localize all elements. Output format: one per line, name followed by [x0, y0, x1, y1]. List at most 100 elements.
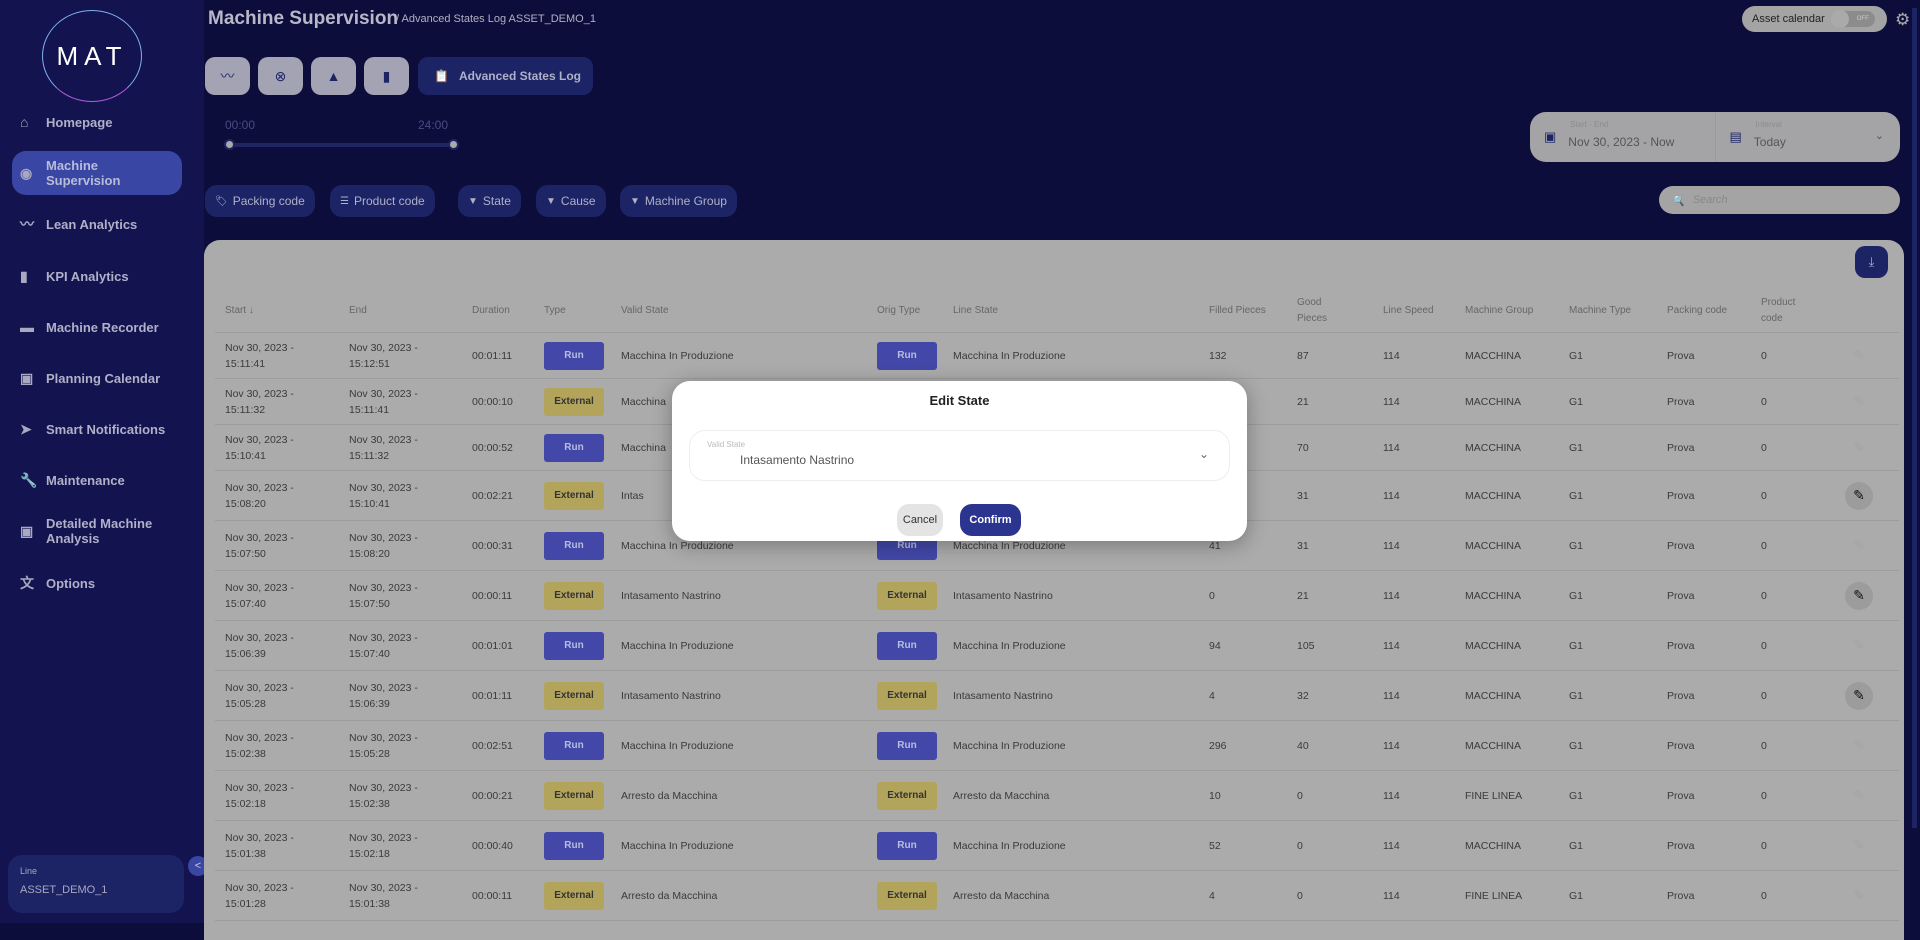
edit-row-button[interactable]: ✎: [1845, 532, 1873, 560]
table-cell: 0: [1761, 789, 1767, 802]
state-type-badge: Run: [544, 531, 604, 560]
alarms-view-button[interactable]: ▲: [311, 57, 356, 95]
state-type-badge: Run: [877, 831, 937, 860]
table-cell: G1: [1569, 589, 1584, 602]
table-cell: 00:00:11: [472, 889, 513, 902]
download-button[interactable]: ⤓: [1855, 246, 1888, 278]
table-cell: 114: [1383, 441, 1400, 454]
time-slider-track[interactable]: [230, 143, 454, 147]
filter-chip-packing-code[interactable]: 🏷 Packing code: [205, 185, 315, 217]
state-type-badge: External: [877, 781, 937, 810]
table-cell: 0: [1761, 349, 1767, 362]
sidebar-item-maintenance[interactable]: 🔧 Maintenance: [12, 469, 182, 491]
asset-calendar-label: Asset calendar: [1752, 13, 1825, 25]
search-input[interactable]: 🔍 Search: [1659, 186, 1900, 214]
filter-chip-product-code[interactable]: ☰ Product code: [330, 185, 435, 217]
column-header[interactable]: Start ↓: [225, 305, 254, 316]
confirm-button[interactable]: Confirm: [960, 504, 1021, 536]
sidebar-item-homepage[interactable]: ⌂ Homepage: [12, 111, 182, 133]
valid-state-select[interactable]: Valid State Intasamento Nastrino ⌄: [689, 430, 1230, 481]
calendar-icon: ▣: [20, 369, 34, 386]
gear-icon[interactable]: ⚙: [1895, 10, 1911, 29]
table-row: Nov 30, 2023 - 15:02:38 Nov 30, 2023 - 15…: [215, 721, 1899, 771]
date-picker[interactable]: ▣ Start - End Nov 30, 2023 - Now ▤ Inter…: [1530, 112, 1900, 162]
edit-row-button[interactable]: ✎: [1845, 388, 1873, 416]
sidebar-item-smart-notifications[interactable]: ➤ Smart Notifications: [12, 418, 182, 440]
chevron-left-icon: <: [194, 860, 202, 872]
pencil-icon: ✎: [1853, 587, 1865, 603]
slider-start-handle[interactable]: [224, 139, 235, 150]
sidebar: MAT ⌂ Homepage ◉ Machine Supervision 〰 Lean A…: [0, 0, 204, 923]
filter-label: Product code: [353, 194, 425, 208]
table-cell: 0: [1209, 589, 1215, 602]
filter-chip-cause[interactable]: ▼ Cause: [536, 185, 606, 217]
edit-row-button[interactable]: ✎: [1845, 832, 1873, 860]
interval-select[interactable]: ▤ Interval Today ⌄: [1714, 112, 1901, 162]
table-cell: 0: [1297, 839, 1303, 852]
line-selector[interactable]: Line ASSET_DEMO_1: [8, 855, 184, 913]
pencil-icon: ✎: [1853, 393, 1865, 409]
table-cell: 0: [1761, 839, 1767, 852]
table-cell: G1: [1569, 839, 1584, 852]
table-cell: Macchina In Produzione: [621, 539, 734, 552]
download-icon: ⤓: [1868, 254, 1875, 269]
edit-row-button[interactable]: ✎: [1845, 681, 1873, 710]
edit-row-button[interactable]: ✎: [1845, 481, 1873, 510]
pencil-icon: ✎: [1853, 887, 1865, 903]
stats-view-button[interactable]: ▮: [364, 57, 409, 95]
edit-row-button[interactable]: ✎: [1845, 581, 1873, 610]
filter-icon: ▼: [630, 195, 640, 207]
column-header: End: [349, 305, 367, 316]
table-cell: Macchina In Produzione: [953, 639, 1066, 652]
edit-row-button[interactable]: ✎: [1845, 782, 1873, 810]
table-cell: Macchina In Produzione: [621, 639, 734, 652]
sidebar-item-label: Lean Analytics: [46, 216, 138, 232]
table-cell: 0: [1761, 889, 1767, 902]
sidebar-item-detailed-machine-analysis[interactable]: ▣ Detailed Machine Analysis: [12, 516, 182, 546]
sidebar-item-lean-analytics[interactable]: 〰 Lean Analytics: [12, 213, 182, 235]
table-cell: Nov 30, 2023 - 15:02:18: [225, 781, 294, 810]
filter-label: Cause: [560, 194, 596, 208]
sidebar-item-kpi-analytics[interactable]: ▮ KPI Analytics: [12, 265, 182, 287]
state-type-badge: External: [544, 481, 604, 510]
table-cell: 0: [1761, 739, 1767, 752]
table-cell: Nov 30, 2023 - 15:05:28: [225, 681, 294, 710]
stops-view-button[interactable]: ⊗: [258, 57, 303, 95]
sidebar-item-planning-calendar[interactable]: ▣ Planning Calendar: [12, 367, 182, 389]
edit-row-button[interactable]: ✎: [1845, 434, 1873, 462]
table-cell: G1: [1569, 349, 1584, 362]
toggle-switch[interactable]: OFF: [1830, 10, 1875, 28]
edit-row-button[interactable]: ✎: [1845, 732, 1873, 760]
date-range-field[interactable]: ▣ Start - End Nov 30, 2023 - Now: [1530, 112, 1715, 162]
wrench-icon: 🔧: [20, 471, 38, 488]
eye-icon: ◉: [20, 164, 33, 181]
asset-calendar-toggle[interactable]: Asset calendar OFF: [1742, 6, 1887, 32]
sidebar-item-machine-supervision[interactable]: ◉ Machine Supervision: [12, 151, 182, 195]
filter-chip-machine-group[interactable]: ▼ Machine Group: [620, 185, 737, 217]
collapse-sidebar-button[interactable]: <: [188, 856, 208, 876]
clipboard-icon: 📋: [434, 69, 449, 83]
edit-row-button[interactable]: ✎: [1845, 342, 1873, 370]
sidebar-item-machine-recorder[interactable]: ▬ Machine Recorder: [12, 316, 182, 338]
table-cell: Nov 30, 2023 - 15:01:28: [225, 881, 294, 910]
advanced-states-log-button[interactable]: 📋 Advanced States Log: [418, 57, 593, 95]
trend-view-button[interactable]: 〰: [205, 57, 250, 95]
table-cell: G1: [1569, 539, 1584, 552]
table-cell: MACCHINA: [1465, 539, 1522, 552]
sidebar-item-options[interactable]: 文 Options: [12, 572, 182, 594]
scrollbar[interactable]: [1912, 8, 1917, 828]
table-row: Nov 30, 2023 - 15:01:28 Nov 30, 2023 - 15…: [215, 871, 1899, 921]
sidebar-item-label: Maintenance: [46, 472, 125, 488]
table-cell: Intasamento Nastrino: [953, 689, 1053, 702]
slider-end-handle[interactable]: [448, 139, 459, 150]
table-cell: Prova: [1667, 441, 1695, 454]
table-cell: Prova: [1667, 689, 1695, 702]
table-cell: MACCHINA: [1465, 639, 1522, 652]
filter-chip-state[interactable]: ▼ State: [458, 185, 521, 217]
table-row: Nov 30, 2023 - 15:02:18 Nov 30, 2023 - 15…: [215, 771, 1899, 821]
edit-row-button[interactable]: ✎: [1845, 882, 1873, 910]
edit-row-button[interactable]: ✎: [1845, 632, 1873, 660]
cancel-button[interactable]: Cancel: [897, 504, 943, 536]
table-cell: Prova: [1667, 349, 1695, 362]
table-cell: 4: [1209, 689, 1215, 702]
